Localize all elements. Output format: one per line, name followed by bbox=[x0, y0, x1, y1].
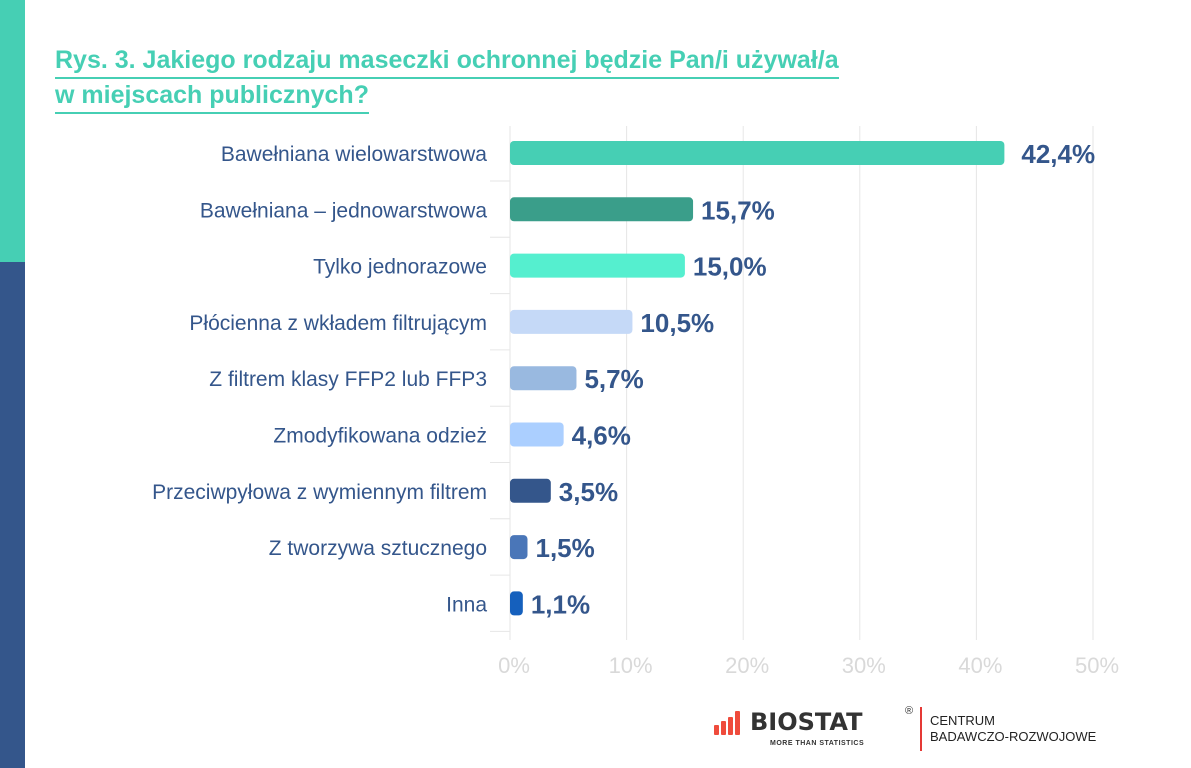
x-tick-label: 40% bbox=[958, 653, 1002, 678]
x-tick-label: 10% bbox=[609, 653, 653, 678]
bar bbox=[510, 253, 685, 278]
logo-tagline: MORE THAN STATISTICS bbox=[770, 740, 865, 747]
bar bbox=[510, 422, 564, 447]
bar bbox=[510, 141, 1005, 165]
data-label: 1,5% bbox=[535, 533, 594, 563]
data-label: 10,5% bbox=[640, 308, 714, 338]
data-label: 1,1% bbox=[531, 589, 590, 619]
category-label: Zmodyfikowana odzież bbox=[273, 425, 487, 448]
title-line-1: Rys. 3. Jakiego rodzaju maseczki ochronn… bbox=[55, 44, 839, 79]
logo-brand: BIOSTAT bbox=[750, 708, 863, 736]
logo-divider bbox=[920, 707, 922, 751]
data-label: 4,6% bbox=[572, 421, 631, 451]
bar bbox=[510, 535, 528, 560]
title-line-2: w miejscach publicznych? bbox=[55, 79, 369, 114]
bar bbox=[510, 366, 577, 391]
data-label: 15,0% bbox=[693, 252, 767, 282]
x-tick-label: 0% bbox=[498, 653, 530, 678]
category-label: Z filtrem klasy FFP2 lub FFP3 bbox=[209, 368, 487, 391]
x-tick-label: 50% bbox=[1075, 653, 1119, 678]
bar bbox=[510, 591, 523, 616]
category-label: Tylko jednorazowe bbox=[313, 256, 487, 279]
biostat-logo: BIOSTAT ® MORE THAN STATISTICS CENTRUM BA… bbox=[712, 705, 1132, 755]
division-line-2: BADAWCZO-ROZWOJOWE bbox=[930, 729, 1097, 744]
x-tick-label: 30% bbox=[842, 653, 886, 678]
accent-strip-teal bbox=[0, 0, 25, 262]
category-label: Płócienna z wkładem filtrującym bbox=[189, 312, 487, 335]
bar bbox=[510, 478, 551, 503]
data-label: 3,5% bbox=[559, 477, 618, 507]
bar bbox=[510, 197, 694, 222]
category-label: Inna bbox=[446, 593, 487, 616]
accent-strip-navy bbox=[0, 262, 25, 768]
bar bbox=[510, 309, 633, 334]
category-label: Z tworzywa sztucznego bbox=[269, 537, 487, 560]
category-label: Przeciwpyłowa z wymiennym filtrem bbox=[152, 481, 487, 504]
data-label: 15,7% bbox=[701, 195, 775, 225]
division-line-1: CENTRUM bbox=[930, 713, 995, 728]
logo-division: CENTRUM BADAWCZO-ROZWOJOWE bbox=[930, 713, 1096, 745]
data-label: 42,4% bbox=[1021, 139, 1095, 169]
registered-mark: ® bbox=[905, 705, 914, 717]
category-label: Bawełniana – jednowarstwowa bbox=[200, 199, 487, 222]
category-label: Bawełniana wielowarstwowa bbox=[221, 143, 487, 166]
data-label: 5,7% bbox=[584, 364, 643, 394]
x-tick-label: 20% bbox=[725, 653, 769, 678]
chart-title: Rys. 3. Jakiego rodzaju maseczki ochronn… bbox=[55, 44, 839, 114]
